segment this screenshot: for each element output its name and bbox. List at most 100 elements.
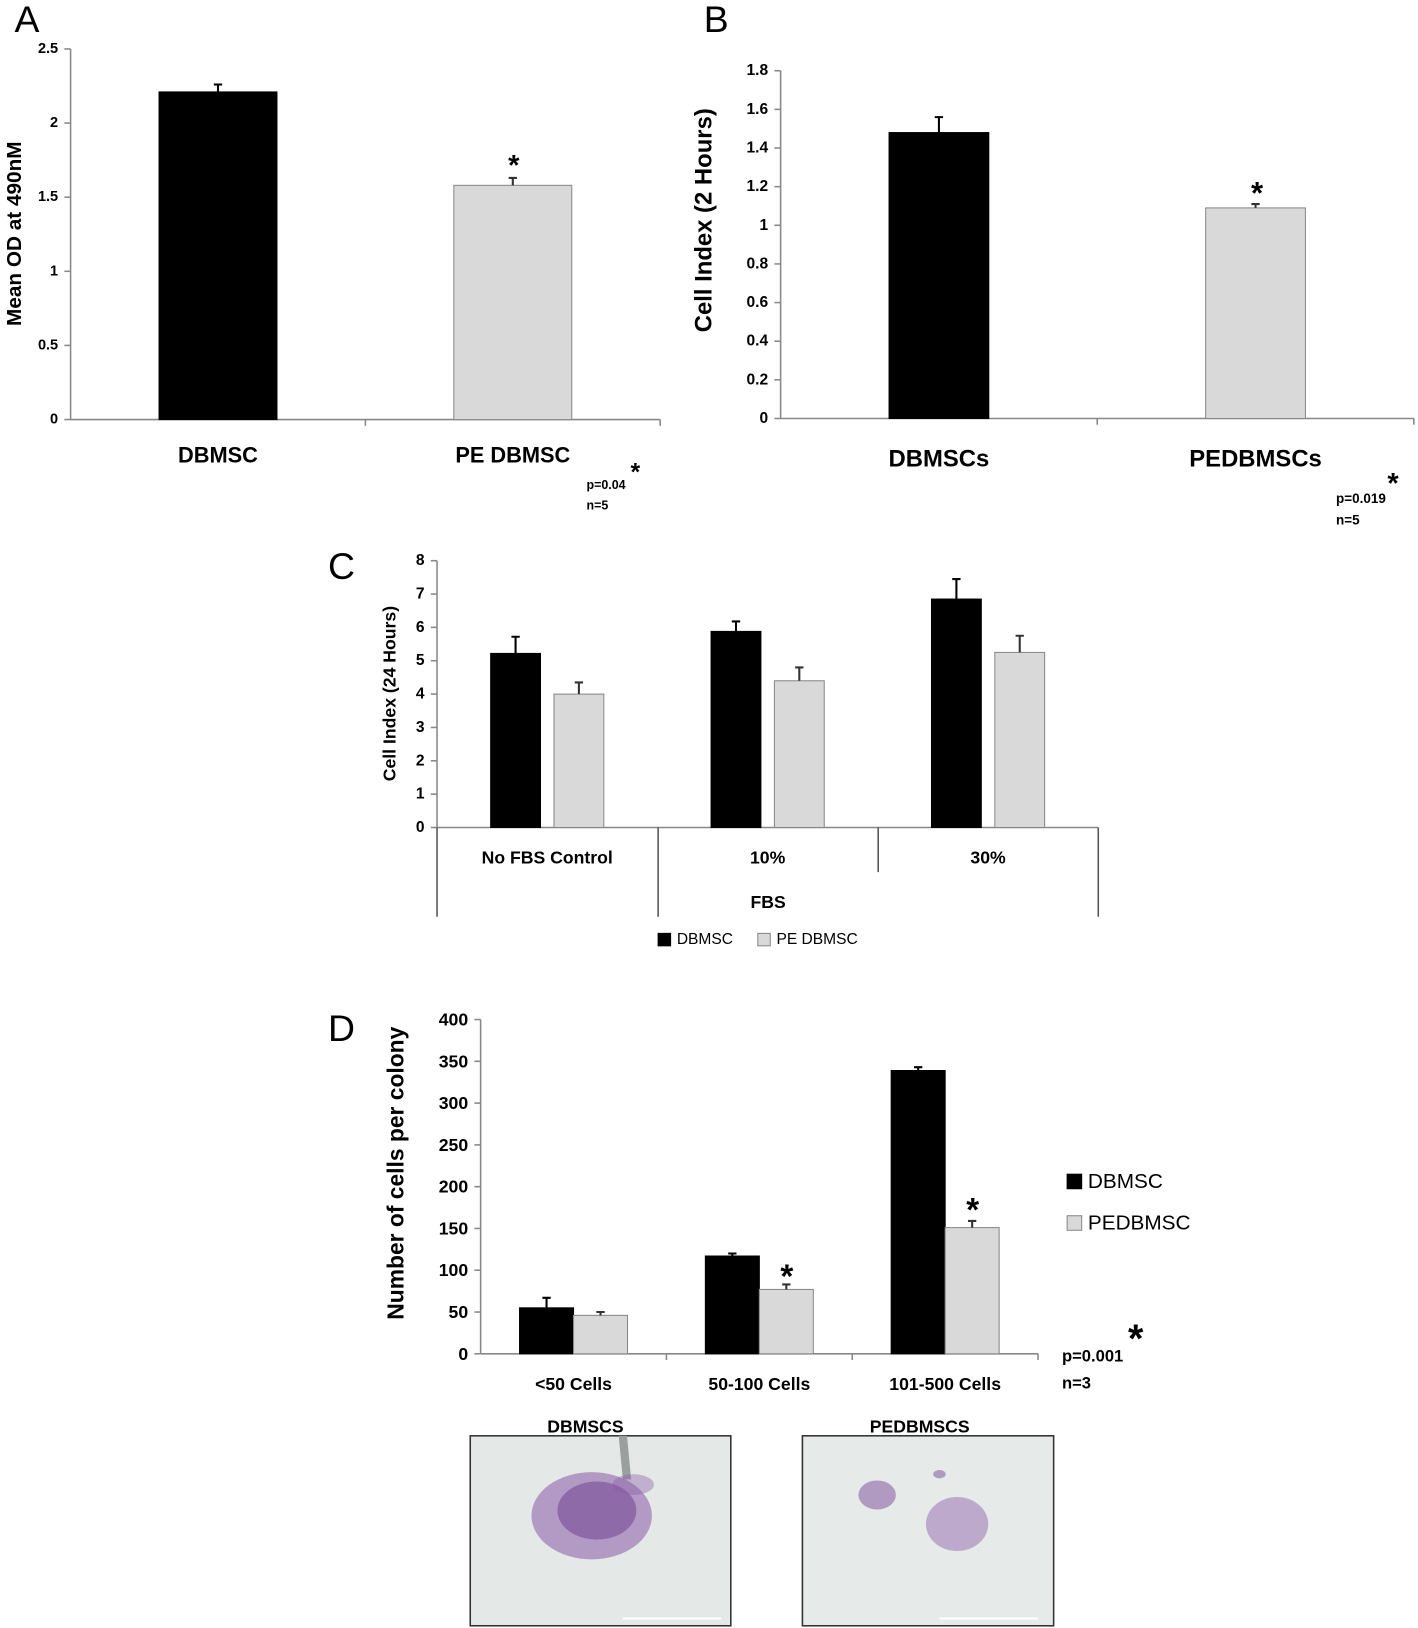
y-tick-label: 0	[760, 410, 769, 427]
photo-caption: PEDBMSCS	[870, 1416, 970, 1436]
y-tick-label: 300	[439, 1093, 469, 1113]
y-tick-label: 1.2	[747, 178, 769, 195]
error-bar	[574, 681, 584, 695]
bar	[704, 1255, 760, 1355]
y-tick-label: 6	[416, 619, 425, 636]
photo-pedbmscs	[801, 1435, 1055, 1627]
error-bar	[542, 1296, 551, 1308]
panel-label: A	[15, 0, 40, 40]
legend-swatch	[1066, 1215, 1083, 1231]
x-tick-label: <50 Cells	[535, 1374, 612, 1394]
annotation: n=3	[1062, 1373, 1091, 1392]
error-bar	[934, 116, 944, 133]
annotation: *	[1128, 1317, 1144, 1361]
annotation: *	[630, 458, 640, 486]
bar	[890, 1069, 946, 1355]
error-bar	[914, 1066, 923, 1071]
y-tick-label: 250	[439, 1135, 469, 1155]
error-bar	[508, 176, 517, 186]
annotation: p=0.001	[1062, 1346, 1123, 1365]
y-tick-label: 1	[50, 263, 58, 279]
bar	[553, 693, 605, 829]
y-tick-label: 8	[416, 552, 425, 569]
bar	[710, 630, 762, 829]
annotation: *	[1387, 468, 1399, 500]
bar	[944, 1227, 1000, 1355]
y-tick-label: 1.5	[38, 189, 58, 205]
y-tick-label: 1.8	[747, 62, 769, 79]
panel-label: D	[328, 1007, 355, 1049]
error-bar	[782, 1283, 791, 1290]
error-bar	[1251, 203, 1260, 208]
y-tick-label: 5	[416, 652, 425, 669]
annotation: p=0.04	[587, 478, 626, 492]
y-tick-label: 1	[760, 217, 769, 234]
bar	[573, 1314, 629, 1355]
y-tick-label: 0.5	[38, 337, 58, 353]
legend-label: DBMSC	[1088, 1170, 1163, 1193]
error-bar	[731, 620, 741, 632]
y-tick-label: 200	[439, 1177, 469, 1197]
legend-label: PEDBMSC	[1088, 1211, 1191, 1234]
y-tick-label: 0.6	[747, 294, 769, 311]
annotation: n=5	[587, 499, 609, 513]
group-label: FBS	[751, 892, 786, 912]
bar	[453, 184, 573, 421]
y-tick-label: 100	[439, 1260, 469, 1280]
y-tick-label: 400	[439, 1010, 469, 1030]
legend-swatch	[657, 932, 672, 947]
x-tick-label: No FBS Control	[482, 848, 613, 868]
y-tick-label: 1.6	[747, 101, 769, 118]
photo-caption: DBMSCS	[547, 1416, 624, 1436]
y-tick-label: 7	[416, 586, 425, 603]
x-tick-label: DBMSCs	[889, 445, 990, 472]
bar	[490, 652, 542, 829]
error-bar	[728, 1252, 737, 1257]
y-tick-label: 0.4	[747, 333, 769, 350]
y-tick-label: 0.8	[747, 255, 769, 272]
y-tick-label: 150	[439, 1218, 469, 1238]
y-tick-label: 1	[416, 786, 425, 803]
x-tick-label: 50-100 Cells	[708, 1374, 810, 1394]
legend-swatch	[757, 932, 771, 947]
annotation: n=5	[1336, 513, 1360, 528]
y-tick-label: 0	[458, 1344, 468, 1364]
y-axis-label: Mean OD at 490nM	[3, 141, 26, 325]
annotation: *	[780, 1258, 793, 1295]
error-bar	[967, 1219, 977, 1228]
photo-dbmscs	[469, 1435, 732, 1627]
bar	[158, 91, 278, 421]
annotation: *	[508, 150, 520, 182]
bar	[773, 680, 825, 829]
bar	[888, 132, 990, 420]
bar	[519, 1307, 575, 1355]
y-tick-label: 3	[416, 719, 425, 736]
y-tick-label: 0	[50, 412, 58, 428]
y-tick-label: 0.2	[747, 371, 769, 388]
legend-swatch	[1066, 1173, 1083, 1190]
y-tick-label: 350	[439, 1051, 469, 1071]
bar	[758, 1288, 814, 1355]
x-tick-label: PEDBMSCs	[1189, 445, 1322, 472]
y-tick-label: 50	[449, 1302, 469, 1322]
bar	[930, 598, 982, 829]
y-tick-label: 0	[416, 819, 425, 836]
error-bar	[213, 83, 223, 92]
x-tick-label: DBMSC	[178, 442, 258, 467]
error-bar	[596, 1310, 605, 1316]
error-bar	[511, 635, 520, 654]
annotation: *	[966, 1192, 979, 1229]
x-tick-label: PE DBMSC	[455, 442, 570, 467]
bar	[994, 651, 1046, 829]
panel-label: C	[328, 545, 355, 587]
annotation: p=0.019	[1336, 491, 1386, 506]
y-axis-label: Number of cells per colony	[383, 1026, 409, 1319]
y-axis-label: Cell Index (2 Hours)	[690, 108, 717, 332]
y-tick-label: 1.4	[747, 140, 769, 157]
bar	[1205, 207, 1306, 420]
x-tick-label: 101-500 Cells	[889, 1374, 1001, 1394]
annotation: *	[1251, 176, 1264, 211]
y-axis-label: Cell Index (24 Hours)	[379, 606, 399, 781]
y-tick-label: 2	[50, 115, 58, 131]
